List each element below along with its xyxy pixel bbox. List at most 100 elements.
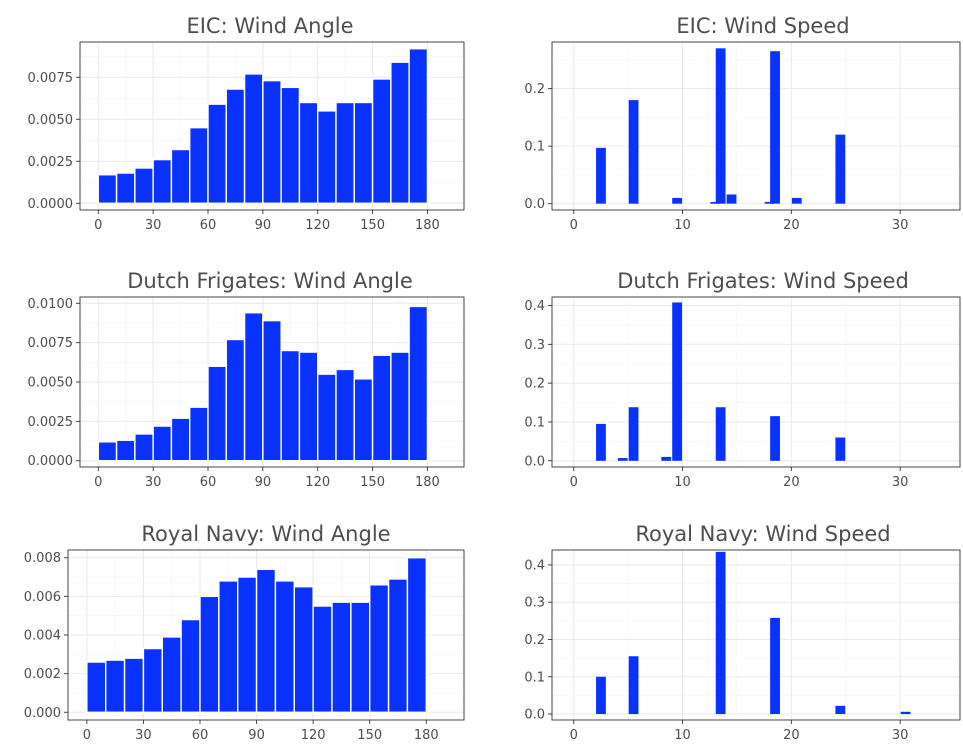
- y-tick-label: 0.3: [524, 338, 545, 353]
- bar: [274, 580, 295, 713]
- bar: [617, 458, 628, 461]
- bar: [280, 349, 301, 462]
- panel-title: Dutch Frigates: Wind Speed: [617, 269, 909, 293]
- panel-border: [551, 549, 961, 721]
- y-tick-label: 0.006: [24, 590, 61, 605]
- y-tick-label: 0.4: [524, 299, 545, 314]
- panel-title: EIC: Wind Speed: [676, 14, 849, 38]
- bar: [770, 617, 780, 715]
- y-tick-label: 0.002: [24, 667, 61, 682]
- y-tick-label: 0.1: [524, 140, 545, 155]
- x-tick-label: 150: [360, 475, 385, 490]
- x-tick-label: 30: [892, 728, 909, 743]
- bar: [596, 676, 606, 715]
- x-tick-label: 120: [301, 728, 326, 743]
- bar: [628, 656, 639, 715]
- bar: [596, 423, 606, 461]
- y-tick-label: 0.0025: [28, 415, 74, 430]
- bar: [142, 647, 163, 713]
- panel-title: Royal Navy: Wind Angle: [141, 522, 390, 546]
- bar: [115, 439, 136, 462]
- bar: [390, 61, 410, 204]
- bar: [408, 48, 429, 204]
- bar: [350, 601, 371, 713]
- x-tick-label: 30: [135, 728, 152, 743]
- bar: [371, 78, 392, 204]
- x-tick-label: 60: [200, 475, 217, 490]
- bar: [628, 407, 639, 461]
- bar: [170, 417, 191, 462]
- y-tick-label: 0.0075: [28, 336, 74, 351]
- bar: [97, 174, 118, 204]
- y-tick-label: 0.2: [524, 82, 545, 97]
- bar: [715, 407, 726, 461]
- x-tick-label: 180: [415, 475, 440, 490]
- bar: [134, 433, 154, 462]
- bar: [835, 437, 846, 461]
- bar: [390, 351, 410, 462]
- bar: [97, 441, 118, 462]
- x-tick-label: 90: [248, 728, 265, 743]
- y-tick-label: 0.004: [24, 629, 61, 644]
- bar: [764, 201, 775, 204]
- y-tick-label: 0.0: [524, 454, 545, 469]
- bar: [715, 48, 726, 204]
- y-tick-label: 0.0: [524, 708, 545, 723]
- bar: [335, 101, 355, 204]
- bar: [225, 88, 246, 204]
- x-tick-label: 0: [94, 218, 102, 233]
- y-tick-label: 0.2: [524, 633, 545, 648]
- x-tick-label: 90: [255, 475, 272, 490]
- bar: [207, 365, 227, 462]
- bar: [170, 148, 191, 204]
- x-tick-label: 0: [570, 218, 578, 233]
- y-tick-label: 0.008: [24, 551, 61, 566]
- bar: [770, 416, 780, 461]
- x-tick-label: 30: [892, 218, 909, 233]
- bar: [770, 51, 780, 204]
- y-tick-label: 0.0050: [28, 376, 74, 391]
- x-tick-label: 10: [674, 218, 691, 233]
- x-tick-label: 20: [783, 218, 800, 233]
- panel-3: 0.0000 0.0025 0.0050 0.0075 0.0100 0 30 60 90 120…: [28, 269, 465, 490]
- bar: [225, 338, 246, 462]
- bar: [243, 73, 264, 204]
- bar: [835, 134, 846, 204]
- x-tick-label: 150: [360, 218, 385, 233]
- bar: [86, 661, 107, 713]
- panel-6: 0.0 0.1 0.2 0.3 0.4 0 10 20 30 Royal Navy: Wind S…: [524, 522, 961, 743]
- bar: [123, 657, 145, 713]
- bar: [115, 172, 136, 204]
- bar: [218, 580, 239, 713]
- x-tick-label: 0: [83, 728, 91, 743]
- bar: [189, 126, 209, 204]
- bar: [715, 551, 726, 715]
- panel-background: [552, 297, 960, 467]
- bar: [237, 576, 258, 713]
- panel-2: 0.0 0.1 0.2 0 10 20 30 EIC: Wind Speed: [524, 14, 961, 233]
- x-tick-label: 10: [674, 475, 691, 490]
- x-tick-label: 10: [674, 728, 691, 743]
- panel-5: 0.000 0.002 0.004 0.006 0.008 0 30 60 90 120 150 18…: [24, 522, 465, 743]
- bar: [317, 373, 337, 462]
- bar: [672, 302, 683, 461]
- y-tick-label: 0.1: [524, 415, 545, 430]
- y-tick-label: 0.0025: [28, 155, 74, 170]
- bar: [596, 147, 606, 204]
- x-tick-label: 0: [570, 475, 578, 490]
- x-tick-label: 60: [192, 728, 209, 743]
- bar: [134, 167, 154, 204]
- bar: [207, 103, 227, 204]
- bar: [672, 197, 683, 204]
- x-tick-label: 0: [94, 475, 102, 490]
- x-tick-label: 180: [414, 728, 439, 743]
- bar: [371, 354, 392, 462]
- bar: [105, 659, 126, 713]
- bar: [255, 568, 277, 713]
- bar: [353, 378, 374, 462]
- bar: [628, 100, 639, 204]
- y-tick-label: 0.4: [524, 558, 545, 573]
- bar: [900, 711, 911, 715]
- panel-title: Dutch Frigates: Wind Angle: [127, 269, 413, 293]
- bar: [199, 595, 220, 713]
